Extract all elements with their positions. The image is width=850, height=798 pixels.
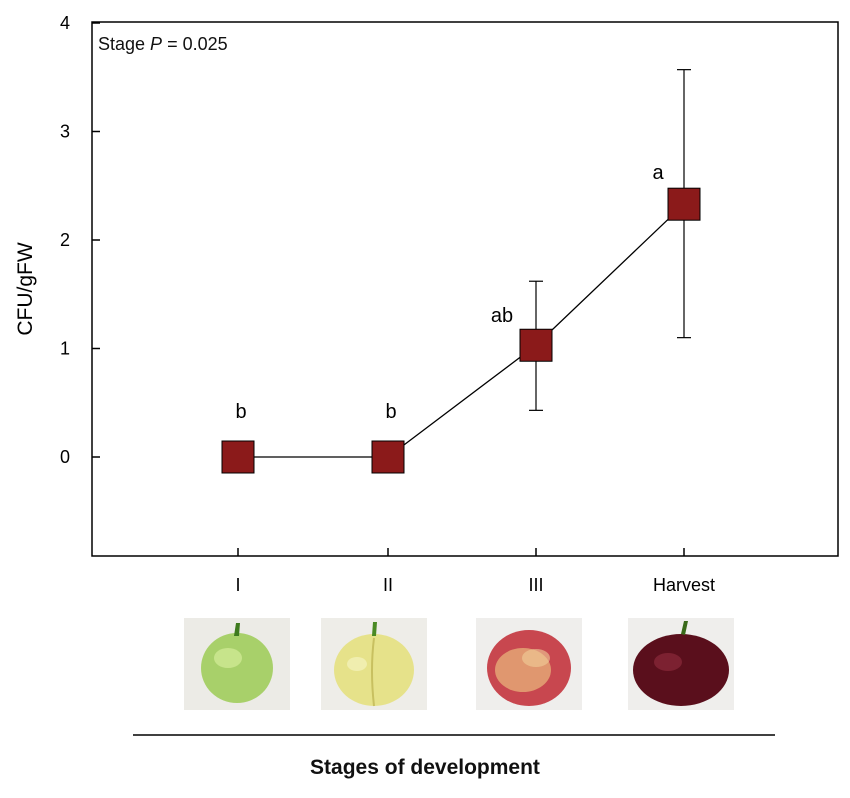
x-tick-label: III xyxy=(528,575,543,595)
significance-letter: a xyxy=(652,162,664,184)
y-tick-label: 2 xyxy=(60,230,70,250)
significance-letter: b xyxy=(385,401,396,423)
y-tick-label: 3 xyxy=(60,122,70,142)
x-tick-label: Harvest xyxy=(653,575,715,595)
x-axis-title: Stages of development xyxy=(310,756,540,779)
fruit-image-stage-iii xyxy=(476,618,582,710)
significance-letter: b xyxy=(235,401,246,423)
data-point-marker xyxy=(519,328,553,362)
y-tick-label: 1 xyxy=(60,339,70,359)
p-symbol: P xyxy=(150,34,163,54)
y-axis: 0 1 2 3 4 xyxy=(60,13,100,467)
fruit-image-stage-harvest xyxy=(628,618,734,710)
y-tick-label: 4 xyxy=(60,13,70,33)
data-point-marker xyxy=(221,440,255,474)
significance-letter: ab xyxy=(491,305,513,327)
x-tick-label: II xyxy=(383,575,393,595)
x-tick-label: I xyxy=(235,575,240,595)
fruit-image-stage-i xyxy=(184,618,290,710)
plot-frame xyxy=(91,21,839,557)
data-point-marker xyxy=(667,187,701,221)
fruit-image-stage-ii xyxy=(321,618,427,710)
x-axis: I II III Harvest xyxy=(235,548,715,595)
p-value: = 0.025 xyxy=(162,34,228,54)
series-line xyxy=(238,203,685,458)
stage-label: Stage xyxy=(98,34,151,54)
data-point-marker xyxy=(371,440,405,474)
y-axis-label: CFU/gFW xyxy=(14,242,37,336)
series-group: b b ab a xyxy=(221,69,701,474)
stage-p-value-annotation: Stage P = 0.025 xyxy=(98,34,228,55)
y-tick-label: 0 xyxy=(60,447,70,467)
